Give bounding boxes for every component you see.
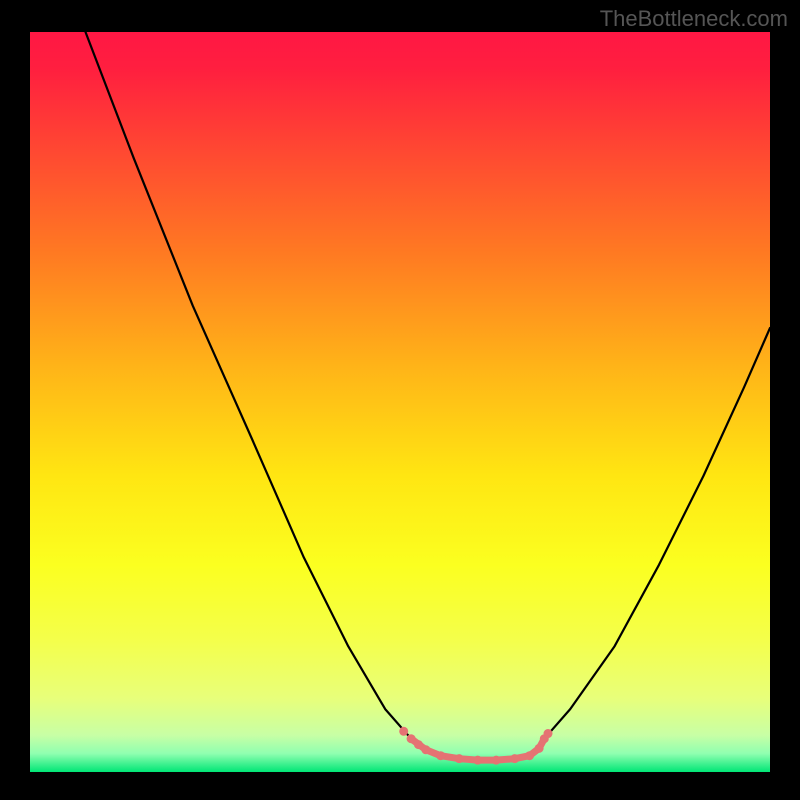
chart-container: TheBottleneck.com: [0, 0, 800, 800]
overlay-marker: [399, 727, 408, 736]
overlay-marker: [455, 754, 464, 763]
gradient-plot-area: [30, 32, 770, 772]
overlay-marker: [407, 734, 416, 743]
overlay-marker: [510, 754, 519, 763]
watermark-text: TheBottleneck.com: [600, 6, 788, 32]
overlay-marker: [414, 740, 423, 749]
overlay-marker: [525, 751, 534, 760]
overlay-marker: [544, 729, 553, 738]
overlay-marker: [535, 744, 544, 753]
overlay-marker: [436, 751, 445, 760]
overlay-marker: [473, 756, 482, 765]
overlay-marker: [492, 756, 501, 765]
bottleneck-chart: [0, 0, 800, 800]
overlay-marker: [421, 745, 430, 754]
